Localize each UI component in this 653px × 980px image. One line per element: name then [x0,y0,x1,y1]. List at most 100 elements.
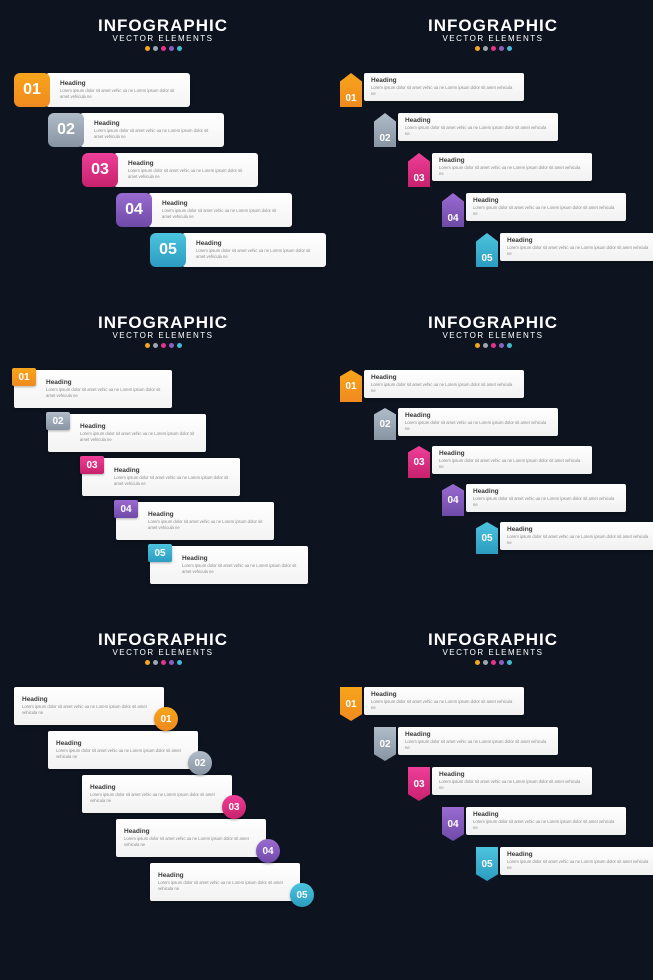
panel-subtitle: VECTOR ELEMENTS [428,34,558,43]
step-body: Lorem ipsum dolor sit amet vehic ua ne L… [371,699,517,710]
step-heading: Heading [148,511,266,518]
dot-row [98,660,228,665]
color-dot [475,46,480,51]
step-number: 05 [476,522,498,554]
step-body: Lorem ipsum dolor sit amet vehic ua ne L… [114,475,232,486]
panel-subtitle: VECTOR ELEMENTS [98,648,228,657]
step-body: Lorem ipsum dolor sit amet vehic ua ne L… [439,165,585,176]
step-number: 05 [148,544,172,562]
step-card: HeadingLorem ipsum dolor sit amet vehic … [432,153,592,181]
step-item: HeadingLorem ipsum dolor sit amet vehic … [14,687,314,725]
color-dot [169,660,174,665]
step-heading: Heading [158,872,292,879]
step-heading: Heading [371,691,517,698]
step-card: HeadingLorem ipsum dolor sit amet vehic … [150,863,300,901]
color-dot [169,46,174,51]
step-list: HeadingLorem ipsum dolor sit amet vehic … [14,370,308,590]
color-dot [499,660,504,665]
panel-header: INFOGRAPHICVECTOR ELEMENTS [428,313,558,348]
step-list: 01HeadingLorem ipsum dolor sit amet vehi… [340,73,653,273]
step-body: Lorem ipsum dolor sit amet vehic ua ne L… [405,739,551,750]
step-heading: Heading [439,157,585,164]
step-heading: Heading [371,374,517,381]
step-item: 01HeadingLorem ipsum dolor sit amet vehi… [340,687,653,721]
step-card: HeadingLorem ipsum dolor sit amet vehic … [364,73,524,101]
step-item: 01HeadingLorem ipsum dolor sit amet vehi… [340,73,653,107]
step-body: Lorem ipsum dolor sit amet vehic ua ne L… [439,779,585,790]
step-item: 04HeadingLorem ipsum dolor sit amet vehi… [442,193,653,227]
step-body: Lorem ipsum dolor sit amet vehic ua ne L… [507,534,653,545]
step-card: HeadingLorem ipsum dolor sit amet vehic … [364,370,524,398]
step-number: 04 [116,193,152,227]
step-number: 04 [256,839,280,863]
color-dot [177,660,182,665]
step-number: 02 [46,412,70,430]
step-item: 05HeadingLorem ipsum dolor sit amet vehi… [150,233,326,267]
step-number: 03 [82,153,118,187]
color-dot [145,660,150,665]
step-heading: Heading [162,200,284,207]
step-card: HeadingLorem ipsum dolor sit amet vehic … [466,484,626,512]
step-number: 04 [442,193,464,227]
step-heading: Heading [405,731,551,738]
step-number: 01 [340,73,362,107]
step-card: HeadingLorem ipsum dolor sit amet vehic … [398,113,558,141]
step-heading: Heading [90,784,224,791]
step-body: Lorem ipsum dolor sit amet vehic ua ne L… [56,748,190,759]
step-body: Lorem ipsum dolor sit amet vehic ua ne L… [507,859,653,870]
step-body: Lorem ipsum dolor sit amet vehic ua ne L… [128,168,250,179]
step-card: HeadingLorem ipsum dolor sit amet vehic … [14,370,172,408]
step-item: 03HeadingLorem ipsum dolor sit amet vehi… [408,446,653,478]
panel-header: INFOGRAPHICVECTOR ELEMENTS [428,630,558,665]
step-number: 02 [188,751,212,775]
step-card: HeadingLorem ipsum dolor sit amet vehic … [48,414,206,452]
infographic-panel: INFOGRAPHICVECTOR ELEMENTSHeadingLorem i… [0,313,326,590]
step-body: Lorem ipsum dolor sit amet vehic ua ne L… [46,387,164,398]
step-item: HeadingLorem ipsum dolor sit amet vehic … [48,414,308,452]
color-dot [499,46,504,51]
color-dot [499,343,504,348]
step-wrap: HeadingLorem ipsum dolor sit amet vehic … [14,370,172,408]
step-heading: Heading [439,771,585,778]
step-card: HeadingLorem ipsum dolor sit amet vehic … [398,408,558,436]
step-heading: Heading [439,450,585,457]
step-card: HeadingLorem ipsum dolor sit amet vehic … [364,687,524,715]
step-item: 05HeadingLorem ipsum dolor sit amet vehi… [476,847,653,881]
step-body: Lorem ipsum dolor sit amet vehic ua ne L… [90,792,224,803]
step-body: Lorem ipsum dolor sit amet vehic ua ne L… [473,819,619,830]
step-card: HeadingLorem ipsum dolor sit amet vehic … [114,153,258,187]
dot-row [98,46,228,51]
step-body: Lorem ipsum dolor sit amet vehic ua ne L… [371,85,517,96]
step-card: HeadingLorem ipsum dolor sit amet vehic … [466,807,626,835]
color-dot [507,343,512,348]
infographic-panel: INFOGRAPHICVECTOR ELEMENTS01HeadingLorem… [0,16,326,273]
step-card: HeadingLorem ipsum dolor sit amet vehic … [116,502,274,540]
step-number: 02 [374,113,396,147]
dot-row [428,46,558,51]
step-card: HeadingLorem ipsum dolor sit amet vehic … [500,522,653,550]
step-heading: Heading [46,379,164,386]
step-card: HeadingLorem ipsum dolor sit amet vehic … [48,731,198,769]
step-number: 02 [374,727,396,761]
step-heading: Heading [114,467,232,474]
color-dot [483,660,488,665]
step-heading: Heading [473,197,619,204]
color-dot [145,343,150,348]
step-body: Lorem ipsum dolor sit amet vehic ua ne L… [22,704,156,715]
step-heading: Heading [473,811,619,818]
step-number: 01 [12,368,36,386]
step-card: HeadingLorem ipsum dolor sit amet vehic … [82,458,240,496]
step-body: Lorem ipsum dolor sit amet vehic ua ne L… [507,245,653,256]
step-heading: Heading [405,117,551,124]
step-wrap: HeadingLorem ipsum dolor sit amet vehic … [116,502,274,540]
step-heading: Heading [60,80,182,87]
step-body: Lorem ipsum dolor sit amet vehic ua ne L… [405,420,551,431]
step-item: HeadingLorem ipsum dolor sit amet vehic … [116,502,308,540]
color-dot [161,46,166,51]
step-body: Lorem ipsum dolor sit amet vehic ua ne L… [60,88,182,99]
step-number: 01 [340,370,362,402]
step-list: 01HeadingLorem ipsum dolor sit amet vehi… [340,687,653,887]
step-number: 03 [222,795,246,819]
dot-row [428,660,558,665]
step-heading: Heading [405,412,551,419]
